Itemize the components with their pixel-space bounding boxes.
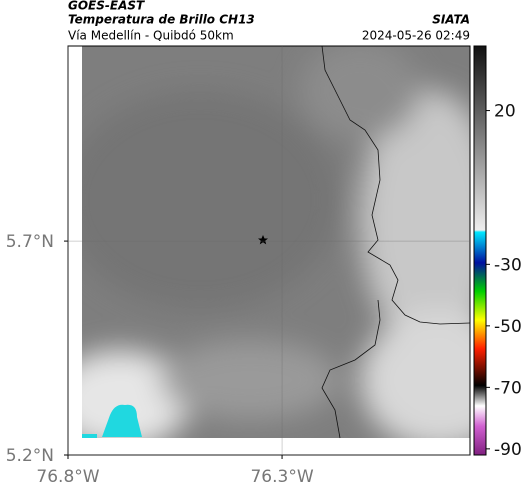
cold-cloud (82, 434, 97, 438)
subtitle: Vía Medellín - Quibdó 50km (68, 29, 234, 43)
lon-tick-label: 76.3°W (250, 467, 313, 487)
imagery (82, 46, 470, 438)
location-marker (258, 235, 268, 245)
border (321, 299, 381, 439)
cold-cloud (102, 404, 142, 437)
cloud-field (82, 46, 470, 438)
colorbar-tick-label: -70 (494, 378, 522, 398)
colorbar-tick-label: 20 (494, 102, 516, 122)
lat-tick-label: 5.7°N (6, 232, 54, 252)
title: Temperatura de Brillo CH13 (68, 13, 255, 27)
lat-tick-label: 5.2°N (6, 446, 54, 466)
source: SIATA (432, 13, 470, 27)
colorbar (473, 45, 487, 456)
colorbar-tick-label: -90 (494, 440, 522, 460)
colorbar-tick-label: -50 (494, 317, 522, 337)
colorbar-tick-label: -30 (494, 255, 522, 275)
product: GOES-EAST (68, 0, 145, 13)
datetime: 2024-05-26 02:49 (362, 29, 470, 43)
border (321, 45, 471, 325)
lon-tick-label: 76.8°W (36, 467, 99, 487)
